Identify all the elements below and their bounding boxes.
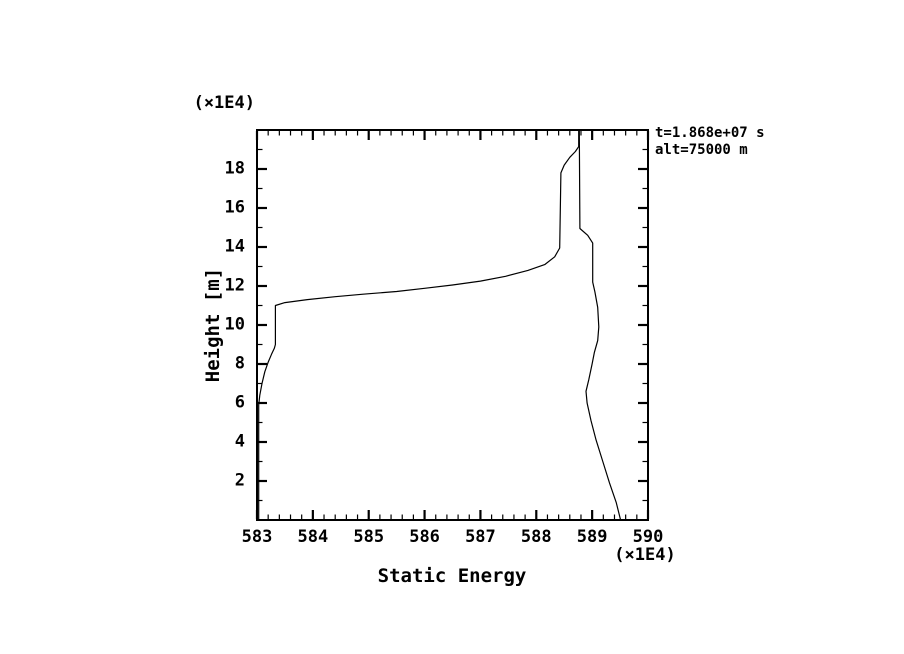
y-axis-scale-note: (×1E4) [193, 93, 255, 113]
y-tick-label: 8 [234, 353, 245, 374]
annotation-altitude: alt=75000 m [655, 142, 748, 158]
y-tick-label: 14 [224, 236, 245, 257]
x-axis-scale-note: (×1E4) [614, 545, 676, 565]
x-tick-label: 585 [353, 527, 385, 547]
x-tick-label: 588 [520, 527, 552, 547]
x-axis-title: Static Energy [377, 565, 527, 587]
plot-frame [256, 129, 649, 521]
y-tick-label: 16 [224, 197, 245, 218]
y-tick-label: 6 [234, 392, 245, 413]
x-tick-label: 590 [632, 527, 664, 547]
y-tick-label: 4 [234, 431, 245, 452]
right-static-energy-profile [578, 129, 622, 521]
y-tick-label: 2 [234, 470, 245, 491]
annotation-time: t=1.868e+07 s [655, 125, 765, 141]
x-tick-label: 586 [409, 527, 440, 547]
x-tick-label: 583 [241, 527, 273, 547]
x-tick-label: 589 [576, 527, 608, 547]
x-tick-label: 584 [297, 527, 329, 547]
left-static-energy-profile [258, 129, 580, 521]
y-tick-label: 18 [224, 158, 245, 179]
y-tick-label: 10 [224, 314, 245, 335]
x-tick-label: 587 [465, 527, 496, 547]
y-tick-label: 12 [224, 275, 245, 296]
